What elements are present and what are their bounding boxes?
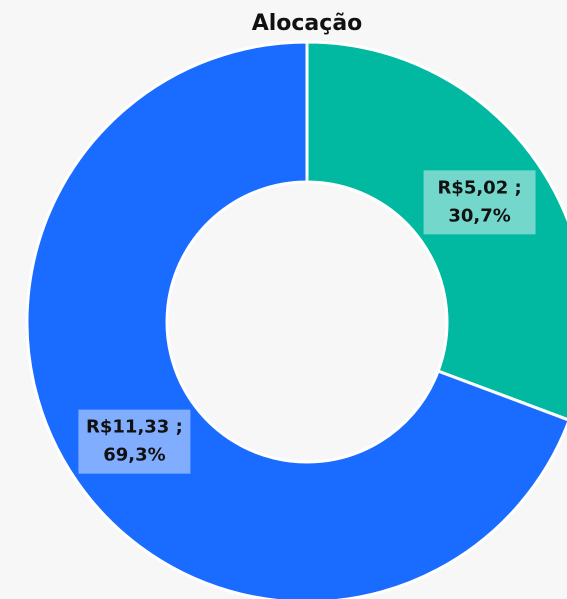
donut-slice — [305, 40, 567, 421]
data-label-box — [423, 170, 536, 235]
data-label: 69,3% — [103, 445, 165, 466]
data-label-box — [78, 409, 191, 474]
donut-slice — [25, 40, 567, 599]
data-label: R$5,02 ; — [437, 177, 521, 198]
chart-title: Alocação — [252, 11, 363, 36]
data-label: 30,7% — [448, 205, 510, 226]
data-label: R$11,33 ; — [86, 417, 183, 438]
